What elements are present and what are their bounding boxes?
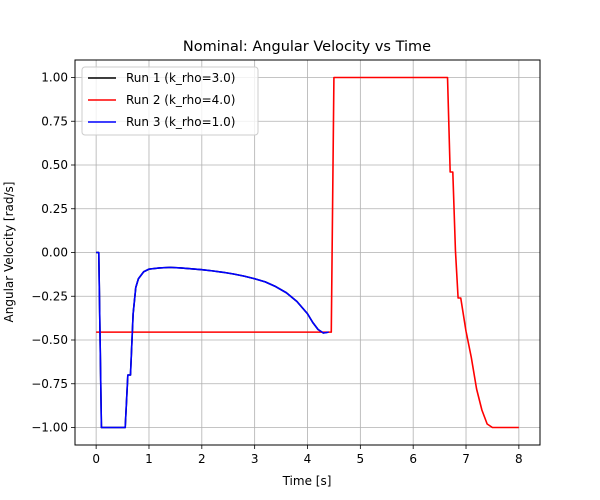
legend-label-run-3: Run 3 (k_rho=1.0) [126,115,235,129]
y-axis: 1.00 0.75 0.50 0.25 0.00 −0.25 −0.50 −0.75 −1.00 [31,71,75,435]
y-tick-label: 0.50 [41,158,68,172]
legend: Run 1 (k_rho=3.0) Run 2 (k_rho=4.0) Run 3 … [81,66,259,136]
legend-box [81,66,259,136]
x-tick-label: 5 [357,452,365,466]
y-tick-label: 1.00 [41,71,68,85]
x-axis: 0 1 2 3 4 5 6 7 8 [92,445,523,466]
y-tick-label: −1.00 [31,421,68,435]
chart-title: Nominal: Angular Velocity vs Time [183,39,431,55]
y-tick-label: 0.75 [41,114,68,128]
x-tick-label: 2 [198,452,206,466]
x-tick-label: 1 [145,452,153,466]
x-tick-label: 8 [515,452,523,466]
legend-label-run-2: Run 2 (k_rho=4.0) [126,93,235,107]
y-axis-title: Angular Velocity [rad/s] [2,182,16,323]
y-tick-label: 0.00 [41,246,68,260]
series-line-run-2 [96,76,519,429]
series-layer [96,76,519,429]
y-tick-label: −0.25 [31,289,68,303]
y-tick-label: −0.50 [31,333,68,347]
x-tick-label: 4 [304,452,312,466]
x-tick-label: 3 [251,452,259,466]
x-axis-title: Time [s] [282,474,332,488]
y-tick-label: −0.75 [31,377,68,391]
y-tick-label: 0.25 [41,202,68,216]
x-tick-label: 0 [92,452,100,466]
legend-label-run-1: Run 1 (k_rho=3.0) [126,71,235,85]
x-tick-label: 7 [462,452,470,466]
x-tick-label: 6 [409,452,417,466]
series-line-run-3 [96,251,329,429]
